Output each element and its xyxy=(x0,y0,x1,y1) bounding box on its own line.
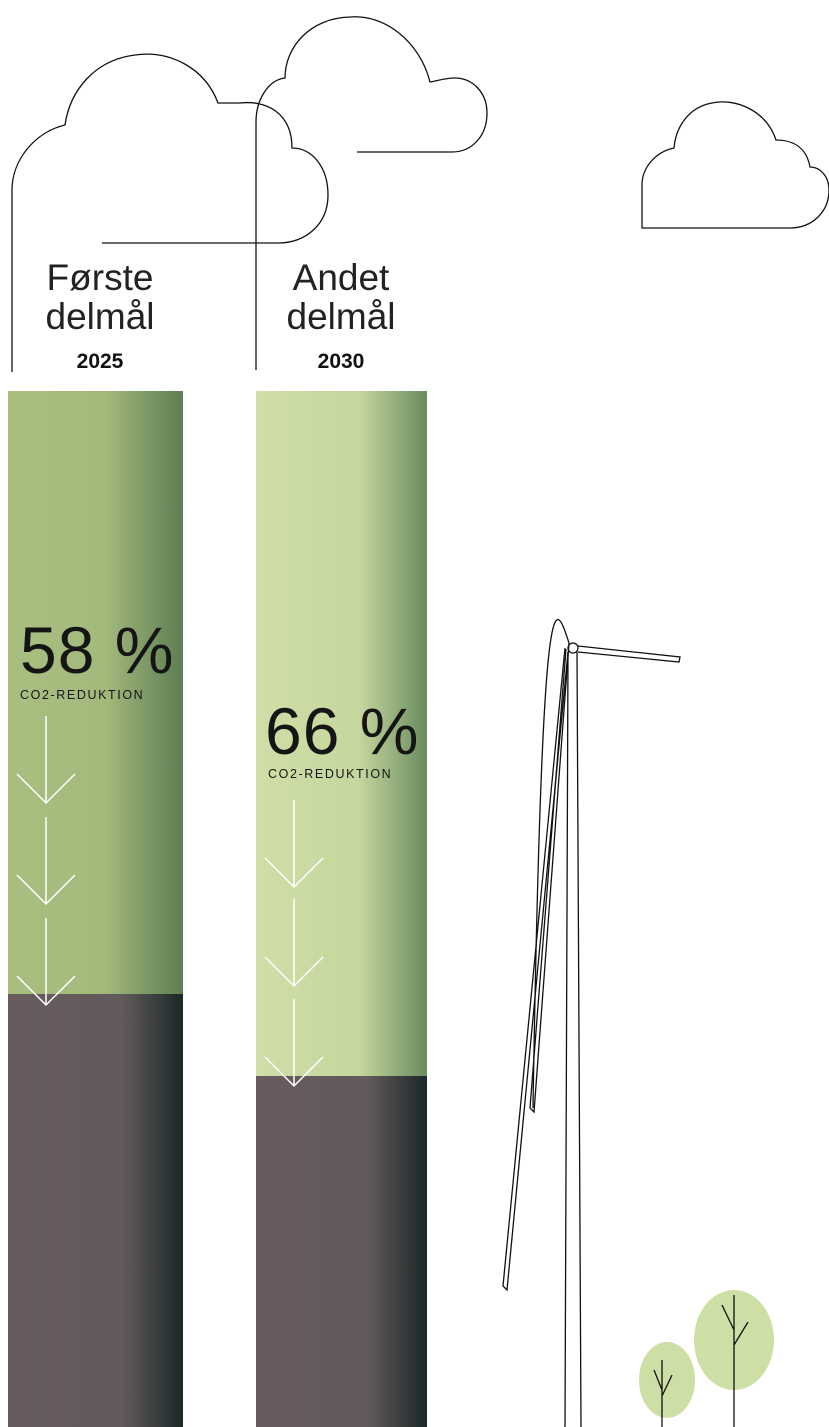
bar-2030-reduction xyxy=(256,391,427,1076)
cloud-icon xyxy=(11,53,329,372)
cloud-icon xyxy=(255,16,488,370)
goal-year-2025: 2025 xyxy=(76,350,124,373)
goal-title-line1: Andet xyxy=(292,257,390,298)
tree-icon xyxy=(694,1290,774,1427)
bar-2030-remaining xyxy=(256,1076,427,1427)
arrow-down-icon xyxy=(16,716,76,1007)
goal-title-2030: Andet delmål xyxy=(241,258,441,336)
goal-title-line2: delmål xyxy=(45,296,155,337)
wind-turbine-icon xyxy=(502,618,681,1427)
value-caption-2030: CO2-REDUKTION xyxy=(268,767,393,781)
tree-icon xyxy=(639,1342,695,1427)
data-label-2025: 58 % xyxy=(20,613,175,687)
goal-title-line2: delmål xyxy=(286,296,396,337)
goal-title-line1: Første xyxy=(46,257,154,298)
goal-title-2025: Første delmål xyxy=(0,258,200,336)
cloud-icon xyxy=(641,101,829,229)
bar-2025-remaining xyxy=(8,994,183,1427)
bar-2025-reduction xyxy=(8,391,183,994)
value-caption-2025: CO2-REDUKTION xyxy=(20,688,145,702)
arrow-down-icon xyxy=(264,800,324,1088)
goal-year-2030: 2030 xyxy=(317,350,365,373)
data-label-2030: 66 % xyxy=(265,694,420,768)
